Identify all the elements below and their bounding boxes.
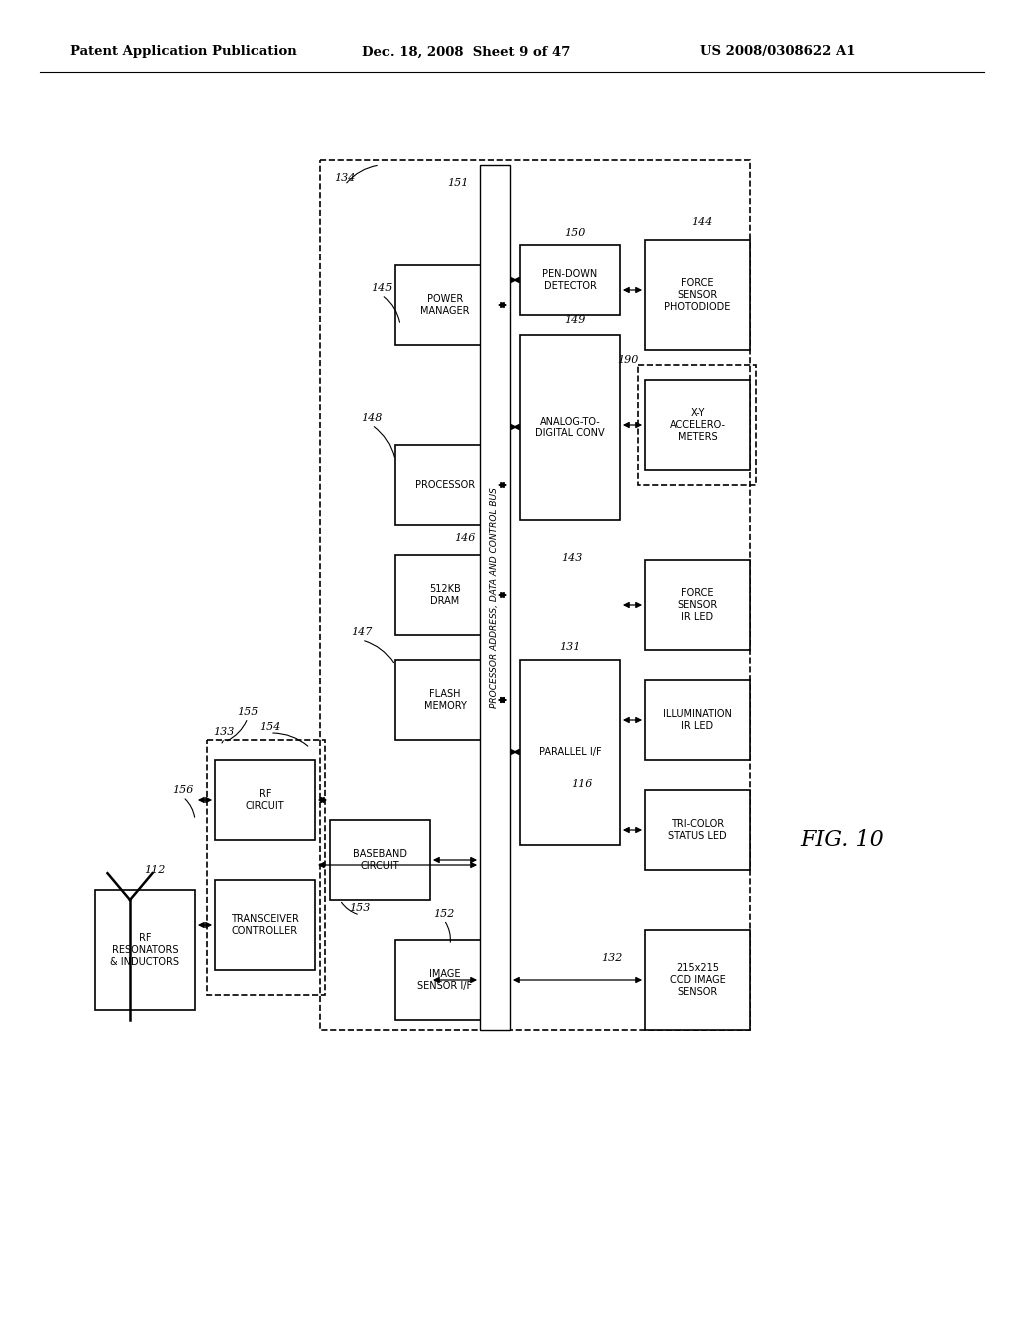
Text: 150: 150 xyxy=(564,228,586,238)
Text: Patent Application Publication: Patent Application Publication xyxy=(70,45,297,58)
Text: RF
CIRCUIT: RF CIRCUIT xyxy=(246,789,285,810)
Text: 156: 156 xyxy=(172,785,194,795)
Text: 152: 152 xyxy=(433,909,455,919)
Text: 153: 153 xyxy=(349,903,371,913)
Text: TRI-COLOR
STATUS LED: TRI-COLOR STATUS LED xyxy=(669,820,727,841)
Bar xyxy=(395,265,495,345)
Bar xyxy=(645,560,750,649)
Text: PEN-DOWN
DETECTOR: PEN-DOWN DETECTOR xyxy=(543,269,598,290)
Text: 154: 154 xyxy=(259,722,281,733)
Text: 146: 146 xyxy=(455,533,476,543)
Text: ILLUMINATION
IR LED: ILLUMINATION IR LED xyxy=(664,709,732,731)
Text: 112: 112 xyxy=(144,865,166,875)
Bar xyxy=(645,680,750,760)
Bar xyxy=(319,160,750,1030)
Text: FORCE
SENSOR
PHOTODIODE: FORCE SENSOR PHOTODIODE xyxy=(665,279,731,312)
Text: IMAGE
SENSOR I/F: IMAGE SENSOR I/F xyxy=(418,969,472,991)
Text: FORCE
SENSOR
IR LED: FORCE SENSOR IR LED xyxy=(677,589,718,622)
Text: US 2008/0308622 A1: US 2008/0308622 A1 xyxy=(700,45,855,58)
Bar xyxy=(520,246,620,315)
Bar xyxy=(520,335,620,520)
Text: ANALOG-TO-
DIGITAL CONV: ANALOG-TO- DIGITAL CONV xyxy=(536,417,605,438)
Text: 190: 190 xyxy=(617,355,639,366)
Bar xyxy=(645,931,750,1030)
Text: 143: 143 xyxy=(561,553,583,564)
Text: FIG. 10: FIG. 10 xyxy=(800,829,884,851)
Bar xyxy=(95,890,195,1010)
Bar xyxy=(520,660,620,845)
Text: PROCESSOR: PROCESSOR xyxy=(415,480,475,490)
Text: TRANSCEIVER
CONTROLLER: TRANSCEIVER CONTROLLER xyxy=(231,915,299,936)
Text: 133: 133 xyxy=(213,727,234,737)
Bar xyxy=(330,820,430,900)
Bar xyxy=(215,760,315,840)
Text: 215x215
CCD IMAGE
SENSOR: 215x215 CCD IMAGE SENSOR xyxy=(670,964,725,997)
Bar xyxy=(395,554,495,635)
Bar xyxy=(207,741,325,995)
Text: FLASH
MEMORY: FLASH MEMORY xyxy=(424,689,467,710)
Text: 151: 151 xyxy=(447,178,469,187)
Text: POWER
MANAGER: POWER MANAGER xyxy=(420,294,470,315)
Text: 148: 148 xyxy=(361,413,383,422)
Text: RF
RESONATORS
& INDUCTORS: RF RESONATORS & INDUCTORS xyxy=(111,933,179,966)
Bar xyxy=(480,165,510,1030)
Text: Dec. 18, 2008  Sheet 9 of 47: Dec. 18, 2008 Sheet 9 of 47 xyxy=(362,45,570,58)
Text: 132: 132 xyxy=(601,953,623,964)
Text: PROCESSOR ADDRESS, DATA AND CONTROL BUS: PROCESSOR ADDRESS, DATA AND CONTROL BUS xyxy=(490,487,500,708)
Text: 147: 147 xyxy=(351,627,373,638)
Bar xyxy=(645,380,750,470)
Text: 145: 145 xyxy=(372,282,392,293)
Text: X-Y
ACCELERO-
METERS: X-Y ACCELERO- METERS xyxy=(670,408,725,442)
Bar xyxy=(645,789,750,870)
Bar xyxy=(395,445,495,525)
Text: 134: 134 xyxy=(334,173,355,183)
Bar xyxy=(215,880,315,970)
Text: 131: 131 xyxy=(559,642,581,652)
Bar xyxy=(645,240,750,350)
Bar xyxy=(395,940,495,1020)
Text: 144: 144 xyxy=(691,216,713,227)
Text: PARALLEL I/F: PARALLEL I/F xyxy=(539,747,601,758)
Text: BASEBAND
CIRCUIT: BASEBAND CIRCUIT xyxy=(353,849,407,871)
Bar xyxy=(395,660,495,741)
Text: 116: 116 xyxy=(571,779,593,789)
Text: 149: 149 xyxy=(564,315,586,325)
Bar xyxy=(638,366,756,484)
Text: 155: 155 xyxy=(238,708,259,717)
Text: 512KB
DRAM: 512KB DRAM xyxy=(429,585,461,606)
